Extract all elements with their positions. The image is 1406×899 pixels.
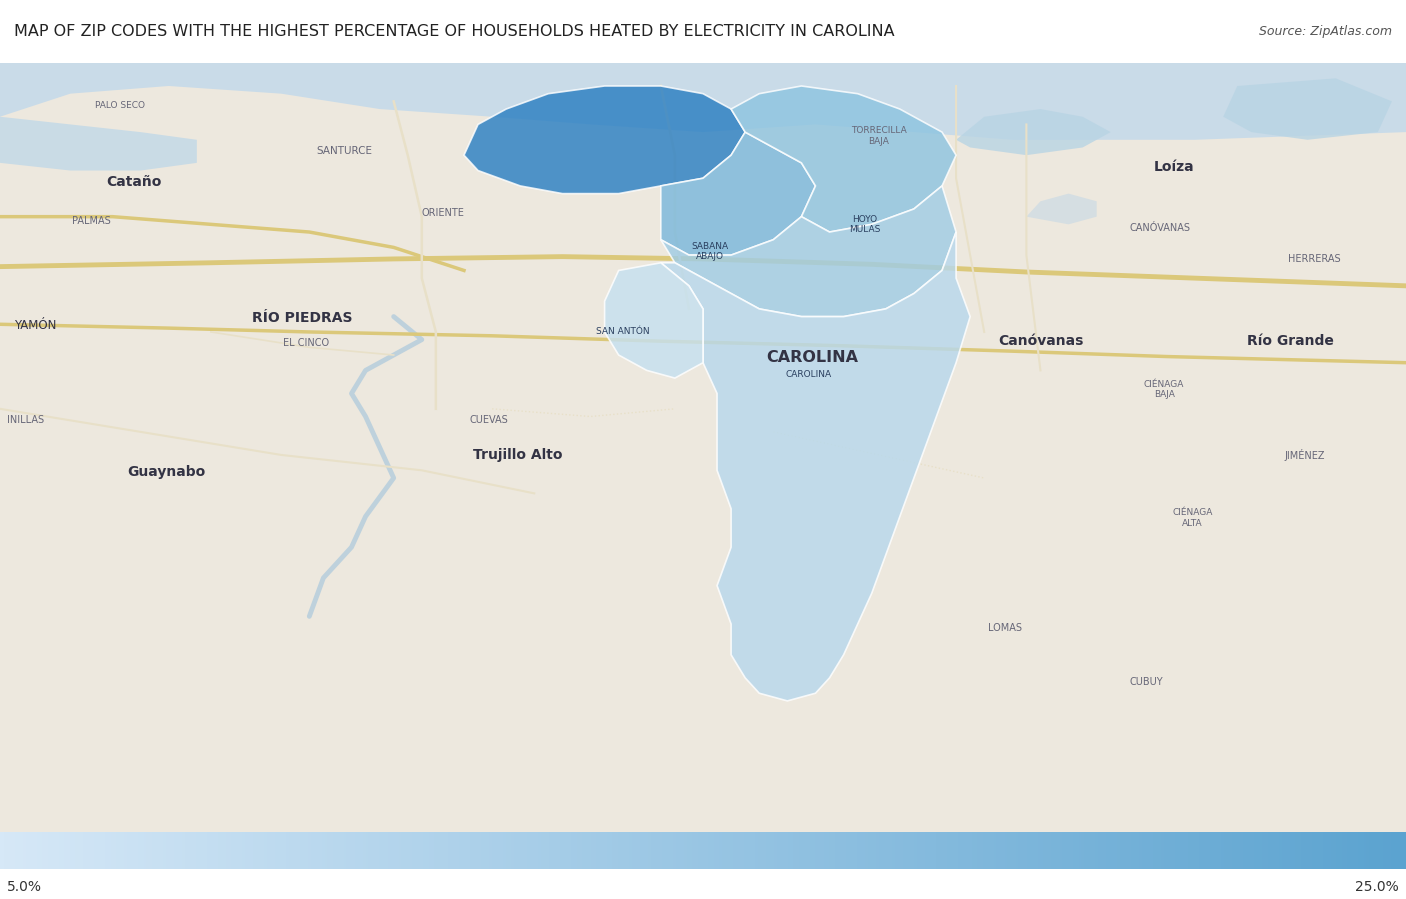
Text: Cataño: Cataño — [105, 175, 162, 189]
Text: EL CINCO: EL CINCO — [284, 339, 329, 349]
Text: JIMÉNEZ: JIMÉNEZ — [1285, 449, 1324, 461]
Text: SAN ANTÓN: SAN ANTÓN — [596, 327, 650, 336]
Polygon shape — [1026, 193, 1097, 225]
Polygon shape — [956, 109, 1111, 156]
Text: CIÉNAGA
BAJA: CIÉNAGA BAJA — [1144, 380, 1184, 399]
Text: CIÉNAGA
ALTA: CIÉNAGA ALTA — [1173, 508, 1212, 528]
Polygon shape — [731, 86, 956, 232]
Text: CUBUY: CUBUY — [1129, 677, 1163, 687]
Polygon shape — [0, 63, 1406, 140]
Text: RÍO PIEDRAS: RÍO PIEDRAS — [252, 311, 353, 325]
Text: HERRERAS: HERRERAS — [1288, 254, 1341, 264]
Polygon shape — [661, 186, 956, 316]
Text: Guaynabo: Guaynabo — [127, 465, 205, 479]
Text: Source: ZipAtlas.com: Source: ZipAtlas.com — [1258, 25, 1392, 38]
Polygon shape — [464, 86, 745, 193]
Text: YAMÓN: YAMÓN — [14, 319, 56, 333]
Text: LOMAS: LOMAS — [988, 623, 1022, 633]
Text: 5.0%: 5.0% — [7, 880, 42, 894]
Text: SABANA
ABAJO: SABANA ABAJO — [692, 242, 728, 261]
Text: CAROLINA: CAROLINA — [766, 350, 859, 365]
Text: TORRECILLA
BAJA: TORRECILLA BAJA — [851, 126, 907, 146]
Polygon shape — [661, 232, 970, 701]
Text: CAROLINA: CAROLINA — [786, 369, 831, 378]
Text: SANTURCE: SANTURCE — [316, 147, 373, 156]
Text: Canóvanas: Canóvanas — [998, 334, 1083, 348]
Polygon shape — [661, 132, 815, 255]
Text: Loíza: Loíza — [1154, 160, 1194, 174]
Text: INILLAS: INILLAS — [7, 415, 44, 425]
Text: PALO SECO: PALO SECO — [94, 102, 145, 111]
Text: PALMAS: PALMAS — [72, 216, 111, 226]
Text: Río Grande: Río Grande — [1247, 334, 1334, 348]
Polygon shape — [605, 263, 703, 378]
Polygon shape — [1223, 78, 1392, 140]
Text: ORIENTE: ORIENTE — [422, 208, 464, 218]
Text: HOYO
MULAS: HOYO MULAS — [849, 215, 880, 234]
Text: Trujillo Alto: Trujillo Alto — [472, 448, 562, 462]
Polygon shape — [0, 117, 197, 171]
Text: CANÓVANAS: CANÓVANAS — [1129, 223, 1191, 233]
Text: MAP OF ZIP CODES WITH THE HIGHEST PERCENTAGE OF HOUSEHOLDS HEATED BY ELECTRICITY: MAP OF ZIP CODES WITH THE HIGHEST PERCEN… — [14, 24, 894, 39]
Text: CUEVAS: CUEVAS — [470, 414, 509, 424]
Text: 25.0%: 25.0% — [1355, 880, 1399, 894]
